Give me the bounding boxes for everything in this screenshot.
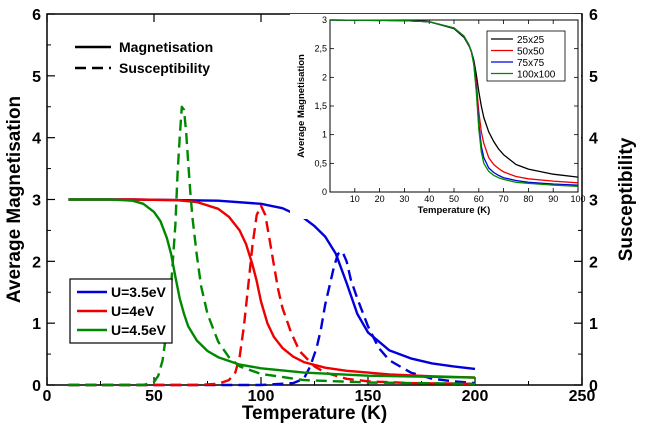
inset-x-tick-label: 90 <box>548 194 558 204</box>
x-tick-label: 100 <box>248 388 275 405</box>
inset-series-line <box>329 19 579 187</box>
inset-x-axis-title: Temperature (K) <box>418 205 491 216</box>
x-tick-label: 200 <box>462 388 489 405</box>
y-tick-label-right: 2 <box>589 254 598 271</box>
color-legend-label: U=3.5eV <box>111 284 167 300</box>
inset-x-tick-label: 60 <box>474 194 484 204</box>
series-line-susceptibility <box>68 105 476 387</box>
x-tick-label: 0 <box>43 388 52 405</box>
y-tick-label-left: 3 <box>32 193 41 210</box>
inset-x-tick-label: 50 <box>449 194 459 204</box>
x-tick-label: 250 <box>569 388 596 405</box>
inset-y-tick-label: 1,5 <box>314 101 327 111</box>
y-tick-label-right: 0 <box>589 378 598 395</box>
inset-y-tick-label: 0,5 <box>314 158 327 168</box>
inset-x-tick-label: 70 <box>499 194 509 204</box>
x-tick-label: 150 <box>355 388 382 405</box>
color-legend-label: U=4.5eV <box>111 322 167 338</box>
inset-y-tick-label: 1 <box>322 130 327 140</box>
series-line-magnetisation <box>68 198 476 379</box>
inset-y-tick-label: 2 <box>322 72 327 82</box>
inset-legend-label: 50x50 <box>517 47 545 58</box>
inset-x-tick-label: 100 <box>570 194 585 204</box>
series-line-magnetisation <box>68 198 476 371</box>
series-line-magnetisation <box>68 198 476 379</box>
inset-chart: 10 20 30 40 50 60 70 80 90 100 0 0,5 1 1,5 2 2,5 3 Temper… <box>290 14 586 219</box>
color-legend-label: U=4eV <box>111 303 155 319</box>
inset-legend-label: 25x25 <box>517 35 545 46</box>
inset-legend-label: 100x100 <box>517 70 556 81</box>
y-tick-label-left: 0 <box>32 378 41 395</box>
inset-legend-label: 75x75 <box>517 58 545 69</box>
inset-y-tick-label: 3 <box>322 15 327 25</box>
inset-x-tick-label: 10 <box>350 194 360 204</box>
inset-x-tick-label: 40 <box>424 194 434 204</box>
y-tick-label-left: 1 <box>32 316 41 333</box>
y-tick-label-left: 2 <box>32 254 41 271</box>
inset-y-tick-label: 0 <box>322 187 327 197</box>
y-axis-title-right: Susceptibility <box>616 137 637 261</box>
style-legend-label: Magnetisation <box>119 39 213 55</box>
inset-x-tick-label: 20 <box>375 194 385 204</box>
y-tick-label-right: 4 <box>589 131 598 148</box>
inset-y-axis-title: Average Magnetisation <box>296 54 307 158</box>
inset-x-tick-label: 80 <box>523 194 533 204</box>
y-tick-label-right: 3 <box>589 193 598 210</box>
x-tick-label: 50 <box>145 388 163 405</box>
y-tick-label-left: 5 <box>32 69 41 86</box>
style-legend-label: Susceptibility <box>119 60 210 76</box>
inset-x-tick-label: 30 <box>399 194 409 204</box>
y-tick-label-left: 6 <box>32 7 41 24</box>
x-axis-title: Temperature (K) <box>242 403 387 424</box>
y-axis-title-left: Average Magnetisation <box>4 96 25 303</box>
y-tick-label-right: 6 <box>589 7 598 24</box>
inset-y-tick-label: 2,5 <box>314 44 327 54</box>
y-tick-label-right: 5 <box>589 69 598 86</box>
y-tick-label-left: 4 <box>32 131 41 148</box>
y-tick-label-right: 1 <box>589 316 598 333</box>
